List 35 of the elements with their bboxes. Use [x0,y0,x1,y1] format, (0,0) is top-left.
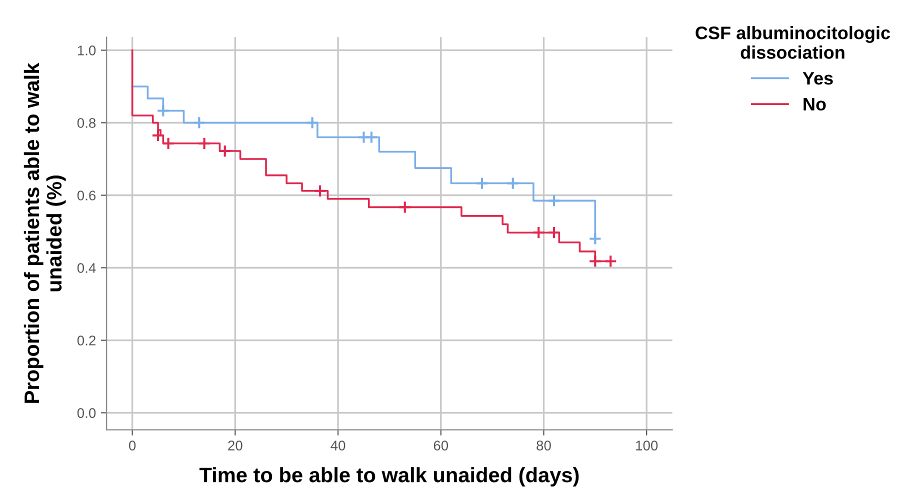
point [218,144,232,158]
point [198,136,211,150]
x-tick-label: 80 [536,440,551,450]
y-axis-title: Proportion of patients able to walk unaided (%) [24,62,66,403]
x-tick-label: 100 [636,440,658,450]
legend-label: No [804,98,826,111]
y-tick-label: 0.4 [77,263,96,273]
point [151,128,165,142]
legend-label: Yes [802,72,833,85]
legend-title: CSF albuminocitologic dissociation [696,26,890,59]
x-tick-label: 0 [128,440,136,450]
point [364,130,378,144]
point [306,116,319,130]
point [532,226,546,240]
point [604,254,618,268]
point [588,254,602,268]
y-tick-label: 0.8 [77,118,96,128]
y-tick-label: 0.0 [77,408,96,418]
point [313,184,327,198]
point [162,136,175,150]
point [547,226,561,240]
x-tick-label: 20 [228,440,242,450]
y-tick-label: 1.0 [78,46,96,56]
point [192,116,206,130]
x-tick-label: 60 [434,440,448,450]
x-tick-label: 40 [330,440,346,450]
point [398,200,412,214]
x-axis-title: Time to be able to walk unaided (days) [199,467,579,487]
point [588,232,602,246]
point [156,104,170,118]
y-tick-label: 0.2 [77,336,96,346]
y-tick-label: 0.6 [77,190,96,200]
point [475,176,489,190]
point [506,176,520,190]
point [547,194,561,208]
